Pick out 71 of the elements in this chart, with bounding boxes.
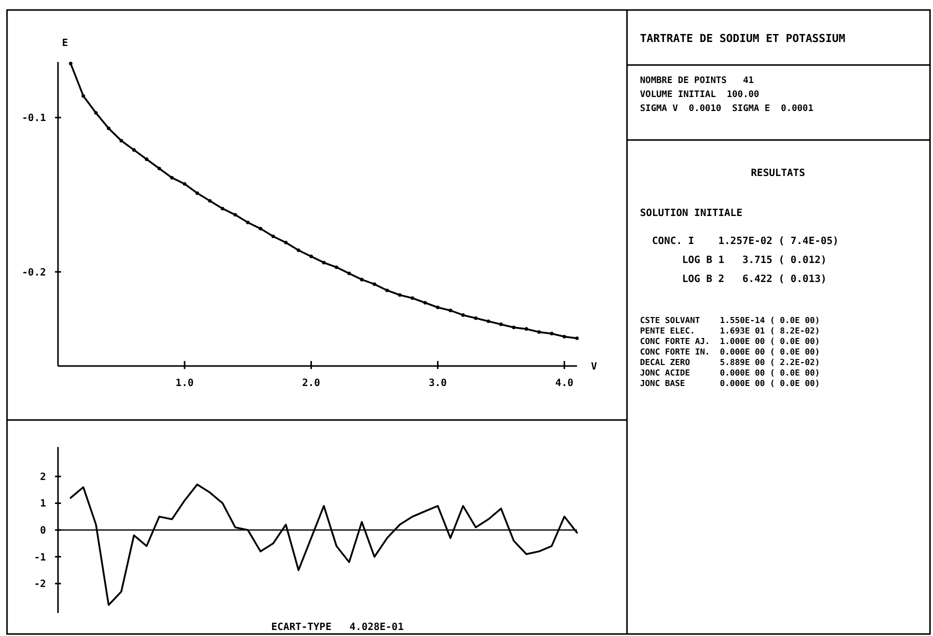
text: SOLUTION INITIALE (640, 208, 742, 219)
y-tick-label: 0 (40, 526, 46, 536)
point (322, 260, 326, 264)
point (562, 334, 566, 338)
point (233, 212, 238, 217)
point (372, 282, 376, 286)
point (474, 316, 478, 320)
text: LOG B 2 6.422 ( 0.013) (640, 274, 827, 285)
text: CONC. I 1.257E-02 ( 7.4E-05) (640, 236, 839, 247)
point (284, 240, 288, 244)
point (208, 199, 212, 203)
point (246, 220, 250, 224)
point (170, 176, 174, 180)
y-tick-label: 1 (40, 498, 46, 510)
point (423, 300, 427, 305)
text: PENTE ELEC. 1.693E 01 ( 8.2E-02) (640, 326, 820, 336)
point (296, 248, 300, 252)
text: JONC ACIDE 0.000E 00 ( 0.0E 00) (640, 368, 820, 378)
point (309, 254, 313, 258)
point (94, 111, 98, 115)
x-tick-label: 1.0 (176, 378, 194, 389)
point (132, 148, 136, 152)
point (68, 62, 72, 66)
text: SIGMA V 0.0010 SIGMA E 0.0001 (640, 104, 814, 114)
text: LOG B 1 3.715 ( 0.012) (640, 255, 827, 266)
point (398, 293, 402, 297)
text: CONC FORTE IN. 0.000E 00 ( 0.0E 00) (640, 346, 820, 356)
point (360, 278, 364, 282)
point (486, 319, 490, 324)
point (120, 138, 124, 142)
x-tick-label: 3.0 (428, 378, 447, 389)
y-tick-label: 2 (40, 472, 46, 483)
point (347, 272, 351, 276)
text: ECART-TYPE 4.028E-01 (271, 622, 404, 633)
text: CONC FORTE AJ. 1.000E 00 ( 0.0E 00) (640, 336, 820, 346)
point (512, 326, 516, 330)
point (258, 226, 262, 230)
text: DECAL ZERO 5.889E 00 ( 2.2E-02) (640, 357, 820, 367)
point (106, 126, 110, 130)
text: CSTE SOLVANT 1.550E-14 ( 0.0E 00) (640, 315, 820, 325)
text: VOLUME INITIAL 100.00 (640, 90, 760, 100)
point (448, 308, 452, 312)
point (220, 206, 224, 210)
point (271, 234, 275, 238)
y-tick-label: -1 (34, 552, 46, 564)
point (144, 157, 148, 161)
point (182, 182, 186, 186)
point (410, 296, 414, 300)
text: NOMBRE DE POINTS 41 (640, 76, 754, 86)
y-axis-title: E (62, 38, 68, 49)
text: RESULTATS (750, 168, 806, 179)
point (524, 327, 528, 331)
text: TARTRATE DE SODIUM ET POTASSIUM (640, 32, 846, 45)
point (195, 191, 200, 195)
point (550, 332, 554, 336)
point (82, 94, 86, 98)
point (334, 265, 338, 270)
point (575, 336, 579, 340)
point (461, 313, 465, 317)
x-axis-title: V (591, 362, 598, 372)
y-tick-label: -2 (34, 579, 46, 590)
y-tick-label: -0.2 (22, 267, 46, 278)
text: JONC BASE 0.000E 00 ( 0.0E 00) (640, 378, 820, 388)
point (537, 330, 541, 334)
y-tick-label: -0.1 (22, 113, 46, 124)
point (436, 306, 440, 310)
x-tick-label: 2.0 (302, 378, 320, 389)
point (385, 288, 389, 292)
x-tick-label: 4.0 (555, 378, 574, 389)
point (499, 322, 503, 326)
point (157, 166, 162, 170)
